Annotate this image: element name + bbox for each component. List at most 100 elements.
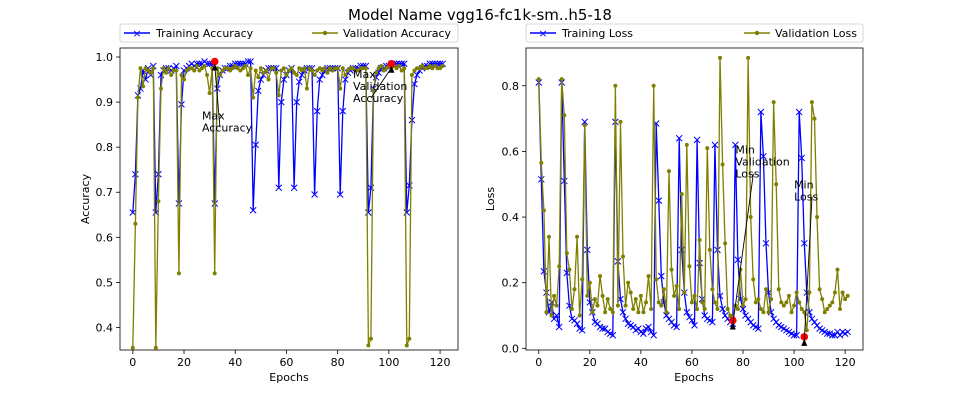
accuracy-x-axis-label: Epochs: [269, 371, 309, 384]
loss-y-tick-label: 0.4: [502, 211, 520, 224]
training-loss-point: [813, 322, 821, 329]
validation-accuracy-point: [394, 66, 399, 71]
validation-accuracy-point: [374, 70, 379, 75]
legend-validation-accuracy-label: Validation Accuracy: [343, 27, 452, 40]
validation-accuracy-point: [330, 68, 335, 73]
validation-accuracy-point: [220, 68, 225, 73]
validation-accuracy-point: [246, 73, 251, 78]
training-loss-point: [675, 134, 683, 142]
validation-accuracy-point: [292, 70, 297, 75]
validation-loss-point: [577, 313, 582, 318]
training-loss-point: [622, 315, 629, 323]
accuracy-y-tick-label: 0.4: [96, 321, 114, 334]
training-loss-point: [844, 328, 852, 336]
loss-best-point: [728, 316, 737, 325]
legend-validation-accuracy-marker: [322, 30, 328, 36]
validation-accuracy-point: [179, 73, 184, 78]
training-loss-point: [555, 323, 563, 331]
validation-loss-point: [797, 300, 802, 305]
validation-accuracy-point: [199, 66, 204, 71]
loss-x-tick-label: 20: [583, 356, 597, 369]
validation-loss-point: [769, 297, 774, 302]
loss-x-tick-label: 0: [535, 356, 542, 369]
validation-loss-point: [710, 287, 715, 292]
validation-accuracy-point: [146, 68, 151, 73]
training-loss-point: [829, 331, 836, 339]
training-loss-point: [696, 259, 703, 267]
training-loss-point: [834, 328, 841, 336]
training-accuracy-point: [260, 71, 267, 79]
validation-accuracy-point: [235, 66, 240, 71]
accuracy-annotation-arrowhead: [388, 65, 395, 73]
loss-y-tick-label: 0.6: [502, 145, 520, 158]
training-loss-point: [573, 320, 581, 328]
validation-loss-point: [674, 283, 679, 288]
validation-loss-point: [743, 297, 748, 302]
training-loss-point: [744, 315, 752, 323]
validation-loss-point: [664, 310, 669, 315]
training-loss-point: [742, 312, 749, 319]
training-accuracy-point: [395, 60, 403, 68]
training-loss-point: [619, 308, 627, 316]
training-loss-point: [665, 315, 673, 323]
validation-accuracy-point: [158, 86, 163, 91]
validation-loss-point: [608, 306, 613, 311]
validation-accuracy-point: [253, 68, 258, 73]
validation-loss-point: [687, 264, 692, 269]
validation-accuracy-point: [345, 68, 350, 73]
validation-accuracy-point: [335, 66, 340, 71]
validation-loss-point: [822, 310, 827, 315]
validation-loss-point: [587, 280, 592, 285]
validation-loss-point: [613, 83, 618, 88]
validation-accuracy-point: [289, 66, 294, 71]
validation-loss-point: [677, 306, 682, 311]
validation-loss-point: [654, 277, 659, 282]
training-loss-point: [760, 152, 767, 160]
validation-accuracy-point: [440, 64, 445, 69]
validation-loss-point: [776, 287, 781, 292]
training-loss-point: [634, 325, 642, 333]
validation-loss-point: [702, 306, 707, 311]
training-loss-point: [581, 118, 589, 126]
training-accuracy-point: [172, 62, 180, 70]
validation-loss-point: [598, 274, 603, 279]
accuracy-annotation-text: Accuracy: [353, 92, 404, 105]
validation-loss-point: [557, 264, 562, 269]
validation-accuracy-point: [366, 343, 371, 348]
training-accuracy-point: [336, 191, 344, 198]
validation-loss-point: [552, 293, 557, 298]
validation-loss-point: [720, 162, 725, 167]
training-accuracy-point: [231, 60, 239, 68]
validation-loss-point: [692, 293, 697, 298]
accuracy-x-tick-label: 20: [177, 356, 191, 369]
training-loss-point: [655, 197, 663, 204]
validation-loss-point: [794, 290, 799, 295]
accuracy-annotation-arrow: [214, 65, 221, 128]
training-loss-point: [754, 325, 762, 333]
accuracy-annotation-text: Max: [353, 68, 376, 81]
validation-loss-point: [751, 277, 756, 282]
training-loss-point: [553, 312, 560, 319]
validation-loss-point: [605, 297, 610, 302]
validation-accuracy-point: [276, 93, 281, 98]
validation-accuracy-point: [141, 84, 146, 89]
validation-accuracy-point: [189, 66, 194, 71]
training-accuracy-point: [403, 209, 411, 216]
training-loss-point: [800, 239, 808, 247]
validation-loss-point: [585, 293, 590, 298]
validation-loss-point: [774, 182, 779, 187]
validation-accuracy-point: [182, 77, 187, 82]
training-accuracy-point: [329, 64, 336, 72]
accuracy-annotation-arrowhead: [211, 63, 218, 71]
training-loss-point: [709, 318, 716, 326]
validation-accuracy-point: [407, 336, 412, 341]
validation-loss-point: [544, 310, 549, 315]
validation-loss-point: [618, 119, 623, 124]
validation-accuracy-point: [412, 68, 417, 73]
loss-annotation-text: Validation: [735, 156, 789, 169]
validation-loss-point: [697, 238, 702, 243]
training-loss-point: [719, 305, 726, 313]
validation-accuracy-point: [271, 66, 276, 71]
validation-loss-point: [610, 310, 615, 315]
training-loss-point: [693, 136, 701, 144]
